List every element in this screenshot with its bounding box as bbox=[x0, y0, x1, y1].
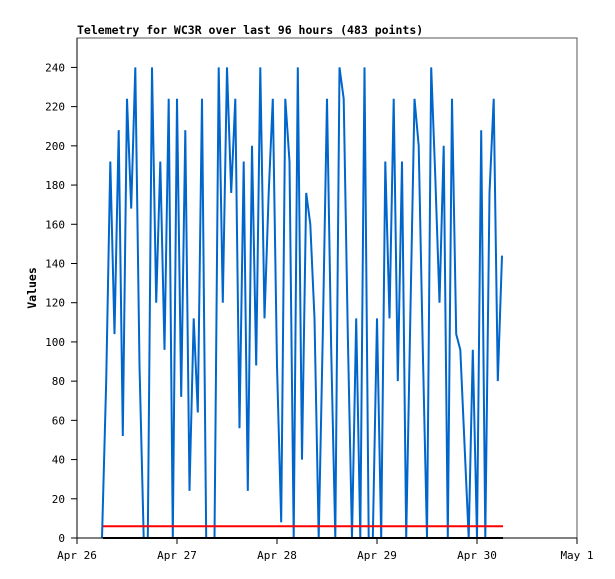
y-tick-label: 100 bbox=[45, 336, 65, 349]
y-tick-label: 20 bbox=[52, 493, 65, 506]
x-tick-label: May 1 bbox=[560, 549, 593, 562]
y-tick-label: 160 bbox=[45, 218, 65, 231]
x-tick-label: Apr 26 bbox=[57, 549, 97, 562]
y-tick-label: 120 bbox=[45, 297, 65, 310]
y-tick-label: 60 bbox=[52, 414, 65, 427]
x-tick-label: Apr 30 bbox=[457, 549, 497, 562]
x-tick-label: Apr 27 bbox=[157, 549, 197, 562]
x-tick-label: Apr 28 bbox=[257, 549, 297, 562]
y-tick-label: 240 bbox=[45, 61, 65, 74]
y-tick-label: 40 bbox=[52, 454, 65, 467]
y-tick-label: 140 bbox=[45, 257, 65, 270]
chart-title: Telemetry for WC3R over last 96 hours (4… bbox=[77, 23, 423, 37]
y-tick-label: 220 bbox=[45, 101, 65, 114]
y-axis-label: Values bbox=[25, 267, 39, 309]
y-tick-label: 80 bbox=[52, 375, 65, 388]
series-line-0 bbox=[101, 67, 503, 539]
series-layer bbox=[101, 67, 503, 539]
x-tick-label: Apr 29 bbox=[357, 549, 397, 562]
axes-layer: 0 20 40 60 80 100 120 140 160 180 200 220 240 Apr 26 A… bbox=[45, 38, 594, 562]
y-tick-label: 200 bbox=[45, 140, 65, 153]
y-tick-label: 0 bbox=[58, 532, 65, 545]
y-tick-label: 180 bbox=[45, 179, 65, 192]
